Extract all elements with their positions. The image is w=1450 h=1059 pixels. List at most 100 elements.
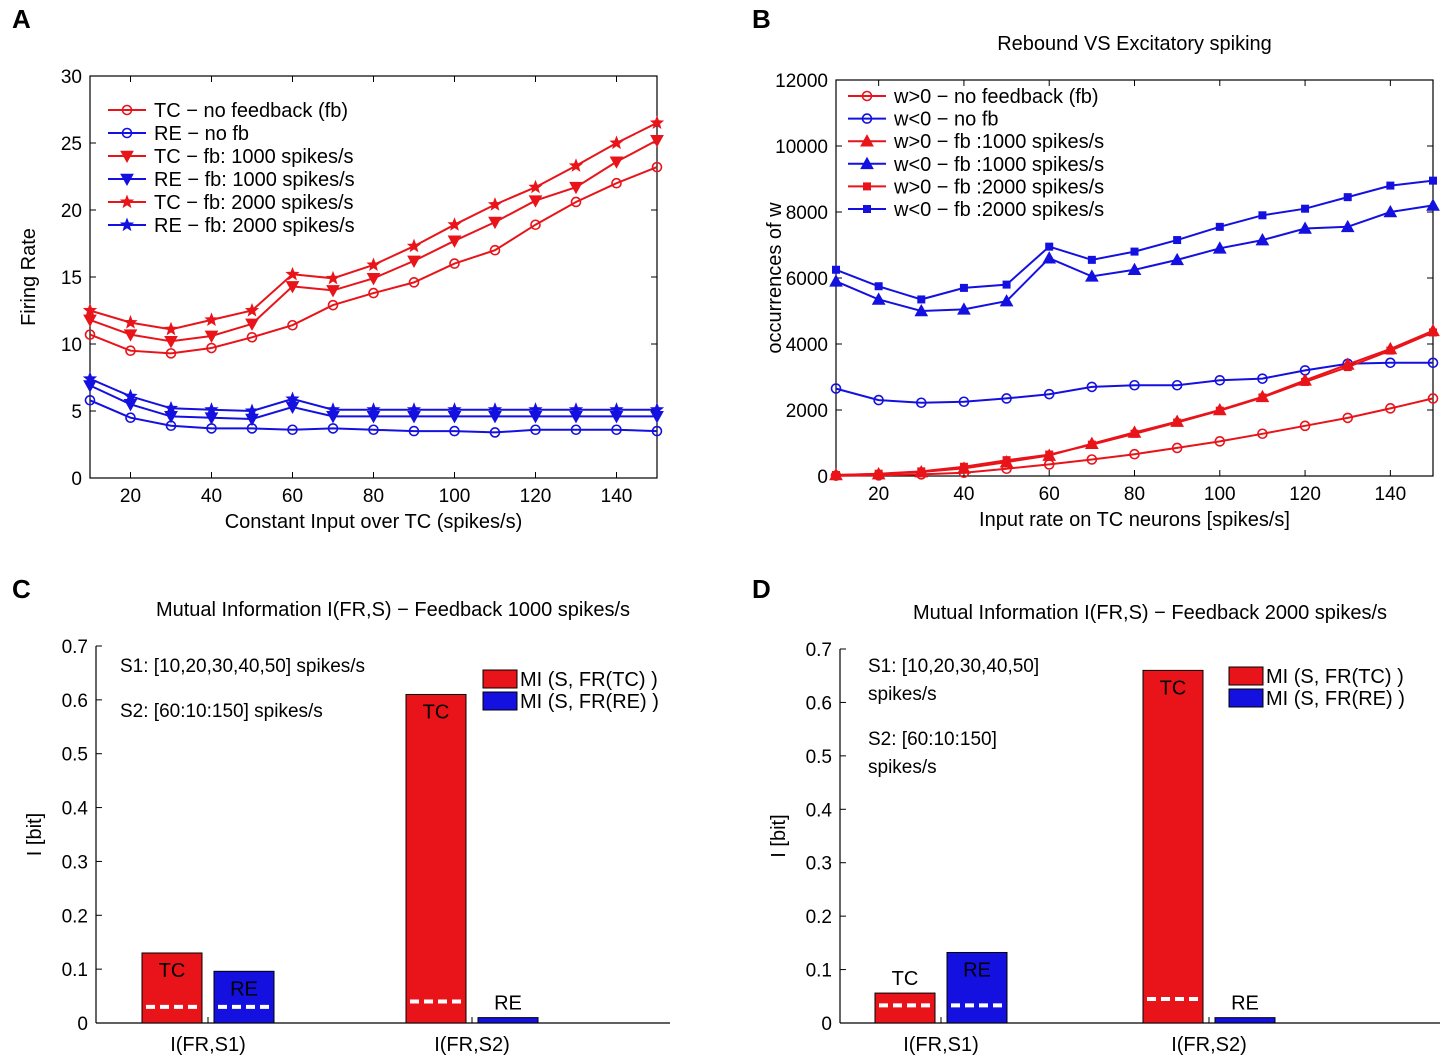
- x-tick-label: 20: [868, 484, 889, 505]
- bar-label: RE: [1231, 993, 1259, 1015]
- data-point: [609, 135, 624, 150]
- x-tick-label: 60: [1039, 484, 1060, 505]
- y-tick-label: 0.6: [62, 691, 88, 712]
- bar: [874, 992, 936, 1024]
- data-point: [1130, 429, 1139, 438]
- y-tick-label: 0.2: [806, 907, 832, 928]
- data-point: [832, 471, 840, 480]
- y-tick-label: 0: [821, 1014, 832, 1035]
- data-point: [569, 181, 583, 195]
- y-tick-label: 0.4: [62, 799, 89, 820]
- series-line: [89, 166, 658, 355]
- data-point: [326, 285, 340, 298]
- y-tick-label: 0: [71, 469, 82, 490]
- data-point: [408, 425, 420, 437]
- data-point: [874, 469, 883, 478]
- legend-entry: TC − no feedback (fb): [154, 100, 348, 122]
- data-point: [1427, 393, 1439, 404]
- data-point: [245, 413, 259, 427]
- data-point: [1171, 442, 1183, 454]
- y-tick-label: 0.7: [806, 640, 832, 661]
- data-point: [611, 424, 622, 436]
- y-tick-label: 0.2: [62, 906, 88, 927]
- data-point: [1043, 388, 1055, 400]
- data-point: [325, 402, 341, 416]
- data-point: [1087, 255, 1096, 264]
- x-axis-label: Input rate on TC neurons [spikes/s]: [979, 509, 1290, 531]
- x-tick-label: 120: [1289, 484, 1321, 505]
- annotation: S1: [10,20,30,40,50] spikes/s: [120, 656, 365, 677]
- data-point: [325, 270, 341, 285]
- bar: [1142, 669, 1204, 1024]
- legend-entry: RE − fb: 2000 spikes/s: [154, 215, 355, 237]
- data-point: [487, 197, 503, 211]
- annotation: S2: [60:10:150]: [868, 729, 997, 750]
- panel-label: D: [752, 574, 771, 604]
- data-point: [487, 402, 503, 416]
- panel-label: C: [12, 574, 31, 604]
- y-axis-label: occurrences of w: [764, 202, 786, 354]
- data-point: [1301, 377, 1310, 386]
- series-4: [82, 115, 665, 336]
- data-point: [123, 329, 138, 342]
- x-tick-label: 80: [1124, 484, 1145, 505]
- data-point: [528, 179, 543, 194]
- bar-label: TC: [892, 968, 919, 990]
- data-point: [123, 388, 138, 403]
- data-point: [957, 302, 971, 315]
- chart-title: Rebound VS Excitatory spiking: [997, 33, 1272, 55]
- data-point: [1385, 403, 1396, 414]
- data-point: [609, 402, 624, 416]
- data-point: [1340, 219, 1355, 233]
- data-point: [125, 345, 136, 357]
- data-point: [163, 400, 179, 415]
- data-point: [447, 402, 462, 416]
- data-point: [285, 266, 300, 281]
- data-point: [871, 292, 886, 305]
- series-4: [832, 328, 1437, 480]
- data-point: [1342, 412, 1354, 424]
- data-point: [1127, 262, 1142, 276]
- x-tick-label: 60: [282, 486, 303, 507]
- legend-swatch: [1228, 688, 1264, 708]
- legend-entry: w>0 − fb :1000 spikes/s: [893, 131, 1104, 153]
- bar-label: RE: [494, 993, 522, 1015]
- data-point: [1257, 373, 1268, 384]
- y-tick-label: 2000: [786, 401, 828, 422]
- legend-entry: w<0 − fb :1000 spikes/s: [893, 154, 1104, 176]
- data-point: [1215, 406, 1224, 415]
- series-5: [832, 176, 1437, 304]
- y-axis-label: Firing Rate: [18, 228, 40, 326]
- legend-entry: MI (S, FR(RE) ): [1266, 688, 1405, 710]
- legend: w>0 − no feedback (fb)w<0 − no fbw>0 − f…: [848, 86, 1104, 221]
- data-point: [1173, 236, 1182, 245]
- data-point: [165, 348, 177, 359]
- data-point: [1129, 379, 1140, 391]
- bar-label: TC: [159, 960, 186, 982]
- x-tick-label: 100: [1204, 484, 1236, 505]
- chart-title: Mutual Information I(FR,S) − Feedback 20…: [913, 602, 1387, 624]
- data-point: [1301, 204, 1310, 213]
- data-point: [285, 401, 300, 415]
- legend-entry: w<0 − no fb: [893, 109, 999, 131]
- x-tick-label: 100: [439, 486, 471, 507]
- legend-entry: RE − no fb: [154, 123, 249, 145]
- data-point: [1429, 176, 1437, 185]
- data-point: [244, 303, 260, 317]
- data-point: [1299, 420, 1311, 432]
- data-point: [449, 258, 460, 269]
- data-point: [570, 424, 582, 436]
- data-point: [1386, 181, 1395, 190]
- x-tick-label: I(FR,S1): [170, 1034, 246, 1056]
- data-point: [1343, 363, 1352, 372]
- data-point: [873, 394, 884, 406]
- bar-label: RE: [230, 978, 258, 1000]
- data-point: [368, 287, 379, 299]
- data-point: [1385, 357, 1396, 369]
- data-point: [530, 219, 541, 231]
- series-3: [829, 198, 1440, 317]
- data-point: [570, 196, 582, 208]
- legend-entry: MI (S, FR(TC) ): [520, 669, 658, 691]
- y-tick-label: 0.1: [806, 961, 832, 982]
- data-point: [530, 424, 541, 436]
